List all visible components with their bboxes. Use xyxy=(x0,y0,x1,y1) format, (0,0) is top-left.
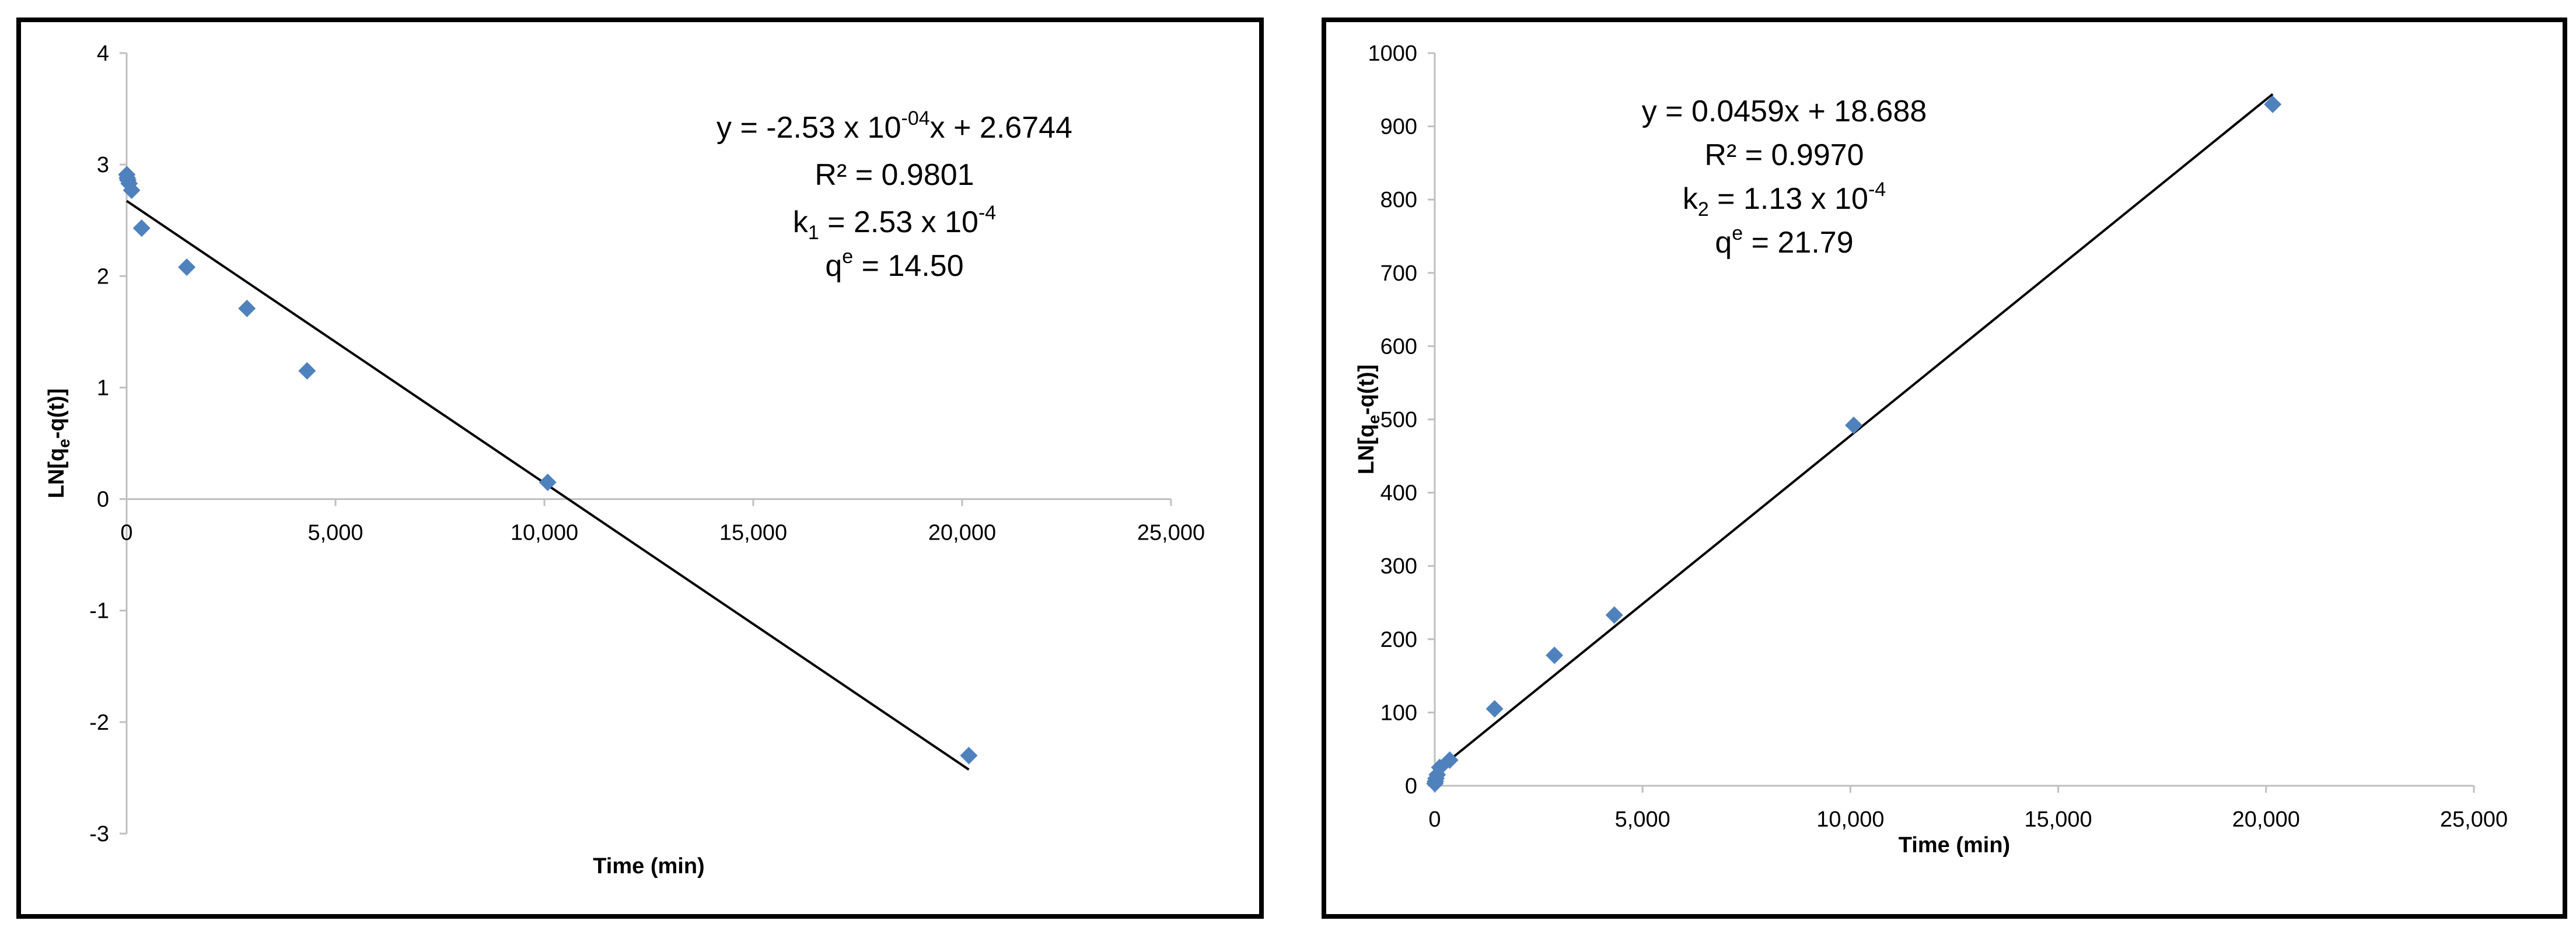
y-tick-label: 1 xyxy=(97,376,109,400)
y-tick-label: 0 xyxy=(97,488,109,512)
data-point xyxy=(1441,751,1459,769)
y-tick-label: 400 xyxy=(1380,481,1417,506)
data-point xyxy=(960,747,978,765)
y-tick-label: -2 xyxy=(89,710,109,735)
annotation-line: qe = 21.79 xyxy=(1715,222,1853,260)
y-tick-label: 4 xyxy=(97,41,109,66)
x-axis-title: Time (min) xyxy=(593,854,704,878)
y-tick-label: 600 xyxy=(1380,334,1417,359)
y-tick-label: 100 xyxy=(1380,701,1417,725)
x-tick-label: 20,000 xyxy=(928,521,996,545)
x-tick-label: 10,000 xyxy=(1816,807,1884,832)
x-tick-label: 15,000 xyxy=(2024,807,2092,832)
x-tick-label: 5,000 xyxy=(307,521,363,545)
y-axis-title: LN[qe-q(t)] xyxy=(1354,365,1383,475)
chart-panel-first-order: -3 -2 -1 0 1 2 3 4 0 5,000 10,000 15,000 20,000 25,00… xyxy=(16,18,1264,919)
x-axis-title: Time (min) xyxy=(1899,833,2010,858)
chart-first-order: -3 -2 -1 0 1 2 3 4 0 5,000 10,000 15,000 20,000 25,00… xyxy=(44,41,1205,878)
y-tick-label: -1 xyxy=(89,599,109,624)
data-point xyxy=(539,473,557,491)
x-tick-label: 10,000 xyxy=(511,521,578,545)
y-tick-label: 200 xyxy=(1380,628,1417,652)
data-point xyxy=(1428,766,1446,784)
data-point xyxy=(1845,416,1863,435)
x-tick-label: 0 xyxy=(1428,807,1441,832)
chart-panel-second-order: 0 100 200 300 400 500 600 700 800 900 1000 0 5,000 10… xyxy=(1322,18,2567,919)
y-tick-label: 800 xyxy=(1380,188,1417,212)
chart-second-order: 0 100 200 300 400 500 600 700 800 900 1000 0 5,000 10… xyxy=(1354,41,2508,858)
x-tick-label: 25,000 xyxy=(2440,807,2508,832)
annotation-line: k2 = 1.13 x 10-4 xyxy=(1683,178,1886,220)
data-point xyxy=(1605,606,1623,624)
y-tick-label: 700 xyxy=(1380,261,1417,286)
x-tick-label: 5,000 xyxy=(1615,807,1670,832)
annotation-line: R² = 0.9801 xyxy=(815,158,974,192)
x-tick-label: 25,000 xyxy=(1137,521,1205,545)
y-tick-label: 900 xyxy=(1380,115,1417,139)
y-tick-label: 1000 xyxy=(1368,41,1417,66)
data-point xyxy=(1431,758,1449,776)
annotation-line: y = 0.0459x + 18.688 xyxy=(1642,94,1927,128)
annotation-line: k1 = 2.53 x 10-4 xyxy=(793,202,996,244)
data-point xyxy=(238,299,256,317)
y-tick-label: 0 xyxy=(1405,774,1417,799)
y-axis-title: LN[qe-q(t)] xyxy=(44,388,73,499)
y-tick-label: 3 xyxy=(97,153,109,177)
data-point xyxy=(123,181,141,200)
x-tick-label: 0 xyxy=(120,521,132,545)
x-tick-label: 15,000 xyxy=(719,521,787,545)
data-point xyxy=(132,219,151,237)
annotation-line: R² = 0.9970 xyxy=(1704,138,1864,172)
y-tick-label: 500 xyxy=(1380,408,1417,432)
annotation-line: qe = 14.50 xyxy=(825,246,963,283)
data-point xyxy=(2264,95,2282,113)
data-point xyxy=(1546,646,1564,664)
y-tick-label: 2 xyxy=(97,264,109,289)
x-tick-label: 20,000 xyxy=(2232,807,2300,832)
annotation-line: y = -2.53 x 10-04x + 2.6744 xyxy=(716,107,1072,145)
y-tick-label: 300 xyxy=(1380,554,1417,579)
data-point xyxy=(1486,700,1504,718)
data-point xyxy=(298,362,316,380)
data-point xyxy=(178,258,196,276)
y-tick-label: -3 xyxy=(89,822,109,846)
